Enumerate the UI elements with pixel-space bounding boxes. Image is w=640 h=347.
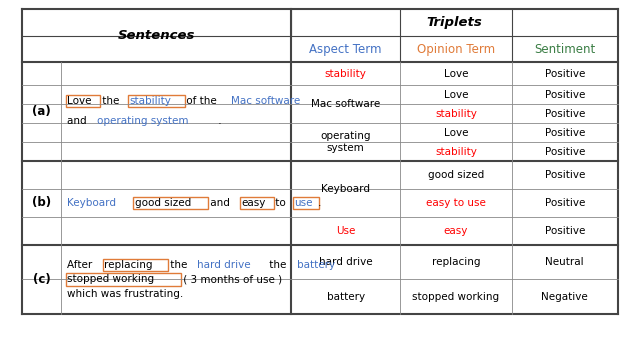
Text: stability: stability	[129, 96, 171, 106]
Text: operating system: operating system	[97, 116, 188, 126]
Text: Love: Love	[444, 69, 468, 79]
Text: easy to use: easy to use	[426, 198, 486, 208]
Text: Negative: Negative	[541, 292, 588, 302]
Text: Positive: Positive	[545, 69, 585, 79]
Text: operating
system: operating system	[321, 132, 371, 153]
Text: (c): (c)	[33, 273, 51, 286]
Text: Positive: Positive	[545, 147, 585, 157]
Text: Triplets: Triplets	[426, 16, 483, 29]
Text: and: and	[207, 198, 234, 208]
Text: which was frustrating.: which was frustrating.	[67, 289, 184, 299]
Text: replacing: replacing	[432, 257, 480, 267]
Text: Love: Love	[444, 90, 468, 100]
Text: Keyboard: Keyboard	[67, 198, 116, 208]
Text: Positive: Positive	[545, 109, 585, 119]
Text: stopped working: stopped working	[67, 274, 154, 284]
Text: Sentiment: Sentiment	[534, 43, 595, 56]
Text: replacing: replacing	[104, 260, 152, 270]
Text: the: the	[266, 260, 290, 270]
Text: Positive: Positive	[545, 128, 585, 138]
Text: use: use	[294, 198, 313, 208]
Text: stability: stability	[324, 69, 367, 79]
Text: and: and	[67, 116, 90, 126]
Text: (a): (a)	[32, 105, 51, 118]
Text: good sized: good sized	[134, 198, 191, 208]
Text: Love: Love	[67, 96, 92, 106]
Text: Positive: Positive	[545, 198, 585, 208]
Text: Love: Love	[444, 128, 468, 138]
Text: Positive: Positive	[545, 90, 585, 100]
Text: of the: of the	[183, 96, 220, 106]
Text: .: .	[318, 198, 321, 208]
Text: Neutral: Neutral	[545, 257, 584, 267]
Text: good sized: good sized	[428, 170, 484, 180]
Text: Sentences: Sentences	[118, 29, 195, 42]
Text: Positive: Positive	[545, 226, 585, 236]
Text: to: to	[273, 198, 289, 208]
Text: hard drive: hard drive	[197, 260, 251, 270]
Text: the: the	[166, 260, 190, 270]
Text: stability: stability	[435, 147, 477, 157]
Text: easy: easy	[444, 226, 468, 236]
Text: Mac software: Mac software	[311, 99, 380, 109]
Text: After: After	[67, 260, 96, 270]
Text: ( 3 months of use ): ( 3 months of use )	[180, 274, 282, 284]
Text: Aspect Term: Aspect Term	[309, 43, 382, 56]
Text: Use: Use	[336, 226, 355, 236]
Text: .: .	[215, 116, 221, 126]
Text: stopped working: stopped working	[412, 292, 500, 302]
Text: hard drive: hard drive	[319, 257, 372, 267]
Text: Positive: Positive	[545, 170, 585, 180]
Text: battery: battery	[297, 260, 335, 270]
Text: easy: easy	[241, 198, 266, 208]
Text: the: the	[99, 96, 122, 106]
Text: stability: stability	[435, 109, 477, 119]
Text: Opinion Term: Opinion Term	[417, 43, 495, 56]
Text: Mac software: Mac software	[231, 96, 300, 106]
Text: Keyboard: Keyboard	[321, 184, 370, 194]
Text: (b): (b)	[32, 196, 51, 210]
Text: battery: battery	[326, 292, 365, 302]
